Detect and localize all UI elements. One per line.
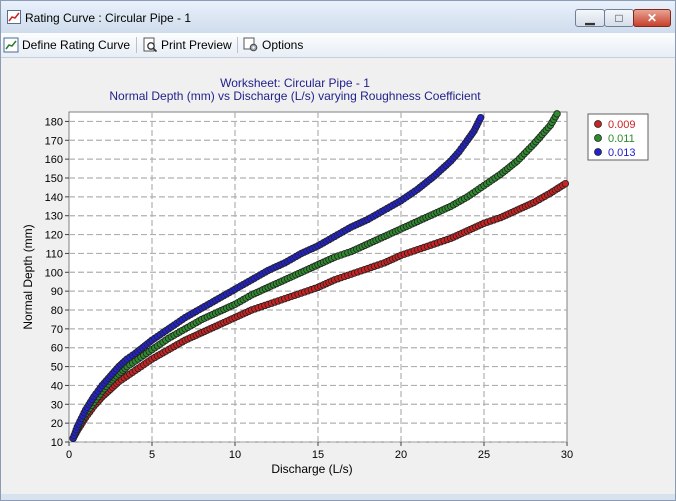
legend-marker bbox=[594, 120, 602, 128]
maximize-icon: □ bbox=[615, 11, 623, 25]
legend-marker bbox=[594, 148, 602, 156]
y-tick-label: 70 bbox=[51, 324, 63, 336]
x-tick-label: 20 bbox=[395, 449, 407, 461]
series-1-point bbox=[561, 179, 570, 188]
y-tick-label: 150 bbox=[45, 173, 63, 185]
chart-subtitle: Normal Depth (mm) vs Discharge (L/s) var… bbox=[109, 89, 481, 103]
x-tick-label: 10 bbox=[229, 449, 241, 461]
define-rating-curve-label: Define Rating Curve bbox=[22, 38, 131, 52]
y-tick-label: 60 bbox=[51, 343, 63, 355]
legend-label: 0.013 bbox=[608, 147, 636, 159]
y-tick-label: 160 bbox=[45, 154, 63, 166]
y-tick-label: 120 bbox=[45, 230, 63, 242]
close-icon: ✕ bbox=[646, 11, 658, 25]
y-tick-label: 40 bbox=[51, 380, 63, 392]
y-tick-label: 20 bbox=[51, 418, 63, 430]
options-label: Options bbox=[262, 38, 304, 52]
close-button[interactable]: ✕ bbox=[633, 9, 671, 27]
status-bar bbox=[1, 494, 675, 500]
chart-area: Worksheet: Circular Pipe - 1 Normal Dept… bbox=[1, 58, 675, 494]
minimize-button[interactable]: ▁ bbox=[575, 9, 605, 27]
define-rating-curve-button[interactable]: Define Rating Curve bbox=[3, 36, 130, 54]
y-tick-label: 30 bbox=[51, 399, 63, 411]
y-tick-label: 100 bbox=[45, 267, 63, 279]
y-tick-label: 130 bbox=[45, 211, 63, 223]
rating-curve-icon bbox=[3, 37, 19, 53]
chart-title: Worksheet: Circular Pipe - 1 bbox=[220, 76, 370, 90]
minimize-icon: ▁ bbox=[585, 11, 595, 25]
options-button[interactable]: Options bbox=[243, 36, 303, 54]
window-title: Rating Curve : Circular Pipe - 1 bbox=[25, 11, 192, 25]
series-2-point bbox=[553, 110, 561, 118]
legend-label: 0.009 bbox=[608, 119, 636, 131]
x-axis-label: Discharge (L/s) bbox=[271, 462, 352, 476]
print-preview-icon bbox=[143, 37, 158, 53]
toolbar: Define Rating Curve Print Preview Option… bbox=[1, 33, 675, 58]
y-tick-label: 90 bbox=[51, 286, 63, 298]
toolbar-separator bbox=[136, 37, 137, 53]
y-tick-label: 50 bbox=[51, 362, 63, 374]
options-gear-icon bbox=[243, 37, 258, 52]
legend-marker bbox=[594, 134, 602, 142]
legend-label: 0.011 bbox=[608, 133, 635, 145]
print-preview-label: Print Preview bbox=[161, 38, 232, 52]
toolbar-separator bbox=[237, 37, 238, 53]
maximize-button[interactable]: □ bbox=[604, 9, 634, 27]
y-tick-label: 180 bbox=[45, 116, 63, 128]
y-tick-label: 170 bbox=[45, 135, 63, 147]
x-tick-label: 15 bbox=[312, 449, 324, 461]
chart-app-icon bbox=[7, 10, 21, 24]
rating-curve-chart: 1020304050607080901001101201301401501601… bbox=[21, 110, 649, 476]
x-tick-label: 0 bbox=[66, 449, 72, 461]
title-bar[interactable]: Rating Curve : Circular Pipe - 1 ▁ □ ✕ bbox=[1, 1, 675, 34]
print-preview-button[interactable]: Print Preview bbox=[142, 36, 232, 54]
x-tick-label: 25 bbox=[478, 449, 490, 461]
series-3-point bbox=[476, 113, 485, 122]
x-tick-label: 30 bbox=[561, 449, 573, 461]
y-tick-label: 140 bbox=[45, 192, 63, 204]
y-axis-label: Normal Depth (mm) bbox=[21, 224, 35, 329]
y-tick-label: 80 bbox=[51, 305, 63, 317]
y-tick-label: 110 bbox=[45, 248, 63, 260]
y-tick-label: 10 bbox=[51, 437, 63, 449]
x-tick-label: 5 bbox=[149, 449, 155, 461]
